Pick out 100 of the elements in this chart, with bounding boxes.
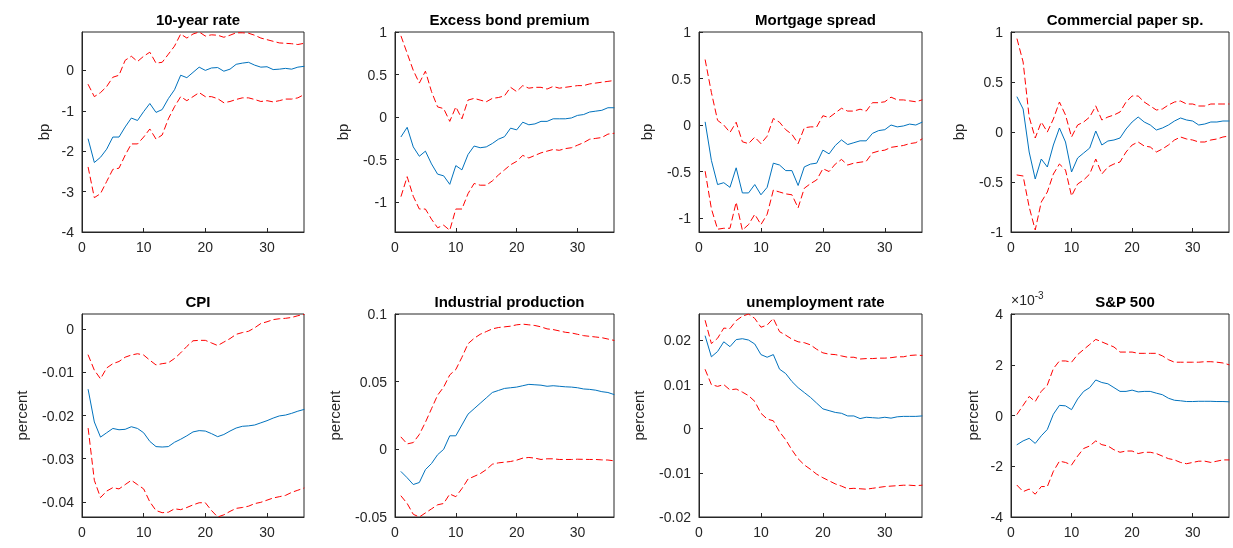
x-tick-label: 10 [135,524,152,540]
x-tick-label: 10 [1063,524,1080,540]
y-tick-label: -1 [990,224,1004,240]
line-series [1016,38,1230,139]
x-tick-label: 20 [508,524,525,540]
x-tick-label: 0 [78,524,87,540]
y-tick-label: 0.5 [983,74,1004,90]
x-tick-label: 30 [877,524,893,540]
x-tick-label: 10 [1063,239,1080,255]
y-tick-label: 4 [995,306,1004,322]
x-tick-label: 10 [448,239,464,255]
y-axis-title: percent [13,389,30,441]
x-tick-label: 30 [259,524,275,540]
x-tick-label: 20 [197,239,214,255]
y-tick-label: 1 [379,24,388,40]
y-tick-label: -0.02 [659,509,692,525]
line-series [704,369,923,490]
x-tick-label: 30 [877,239,893,255]
x-tick-label: 30 [569,524,586,540]
line-series [704,121,923,196]
y-tick-label: 0.5 [671,70,692,87]
chart-title: 10-year rate [155,11,241,28]
x-tick-label: 0 [695,239,704,255]
x-tick-label: 0 [695,524,704,540]
y-tick-label: -3 [61,183,75,200]
line-series [704,138,923,231]
y-axis-title: bp [637,123,655,141]
x-tick-label: 10 [448,524,464,540]
y-axis-title: bp [34,123,52,141]
line-series [1016,338,1230,415]
y-tick-label: -0.5 [666,163,692,180]
y-tick-label: 0 [66,62,75,79]
line-series [87,389,305,448]
y-tick-label: 0 [995,407,1004,424]
x-tick-label: 20 [1124,239,1141,255]
y-tick-label: 0.1 [367,306,388,322]
y-tick-label: 0.02 [663,332,692,349]
x-tick-label: 20 [1124,524,1141,540]
y-tick-label: 1 [683,24,692,40]
line-series [87,427,305,518]
y-axis-title: bp [949,123,967,141]
line-series [87,313,305,380]
y-tick-label: 0 [379,109,388,126]
y-axis-title: percent [630,389,647,441]
y-tick-label: 0 [683,117,692,134]
y-tick-label: -1 [678,210,692,227]
x-tick-label: 0 [391,239,400,255]
y-tick-label: 0 [683,420,692,437]
x-tick-label: 10 [753,524,769,540]
y-tick-label: 0.5 [367,66,388,83]
y-axis-title: percent [963,389,981,441]
line-series [704,313,923,360]
x-tick-label: 0 [391,524,400,540]
y-tick-label: 0 [995,124,1004,140]
line-series [1016,379,1230,446]
x-tick-label: 30 [259,239,275,255]
y-tick-label: 0.01 [663,376,692,393]
y-tick-label: 2 [995,356,1004,373]
x-tick-label: 20 [815,239,831,255]
x-tick-label: 30 [569,239,586,255]
y-axis-title: percent [326,389,343,441]
line-series [87,92,305,199]
y-tick-label: -2 [61,143,75,160]
x-tick-label: 0 [78,239,87,255]
line-series [400,456,615,518]
y-tick-label: -2 [990,458,1004,475]
y-tick-label: -0.03 [42,450,75,467]
y-tick-label: -1 [374,194,388,211]
y-tick-label: -0.02 [42,407,75,424]
chart-title: S&P 500 [1095,293,1155,310]
y-tick-label: -0.5 [978,174,1004,190]
x-tick-label: 0 [1007,524,1016,540]
y-axis-title: bp [333,123,351,141]
line-series [400,383,615,486]
chart-title: Commercial paper sp. [1046,11,1204,28]
y-tick-label: -0.5 [362,151,388,168]
line-series [87,61,305,164]
line-series [704,335,923,420]
line-series [400,107,615,185]
x-tick-label: 0 [1007,239,1016,255]
y-tick-label: 0.05 [359,373,388,390]
y-tick-label: 0 [379,441,388,458]
line-series [1016,440,1230,495]
chart-title: Excess bond premium [429,11,590,28]
y-tick-label: -0.05 [355,509,388,525]
chart-title: CPI [185,293,211,310]
y-tick-label: -4 [61,224,75,240]
line-series [1016,96,1230,180]
y-tick-label: -0.01 [42,364,75,381]
y-tick-label: -4 [990,509,1004,525]
x-tick-label: 20 [508,239,525,255]
y-tick-label: -1 [61,102,75,119]
text: ×10$^{-3}$ [1011,290,1044,308]
chart-title: unemployment rate [746,293,885,310]
line-series [400,323,615,445]
x-tick-label: 30 [1184,524,1201,540]
chart-title: Industrial production [434,293,585,310]
y-tick-label: 0 [66,321,75,338]
y-tick-label: -0.01 [659,464,692,481]
line-series [400,35,615,122]
